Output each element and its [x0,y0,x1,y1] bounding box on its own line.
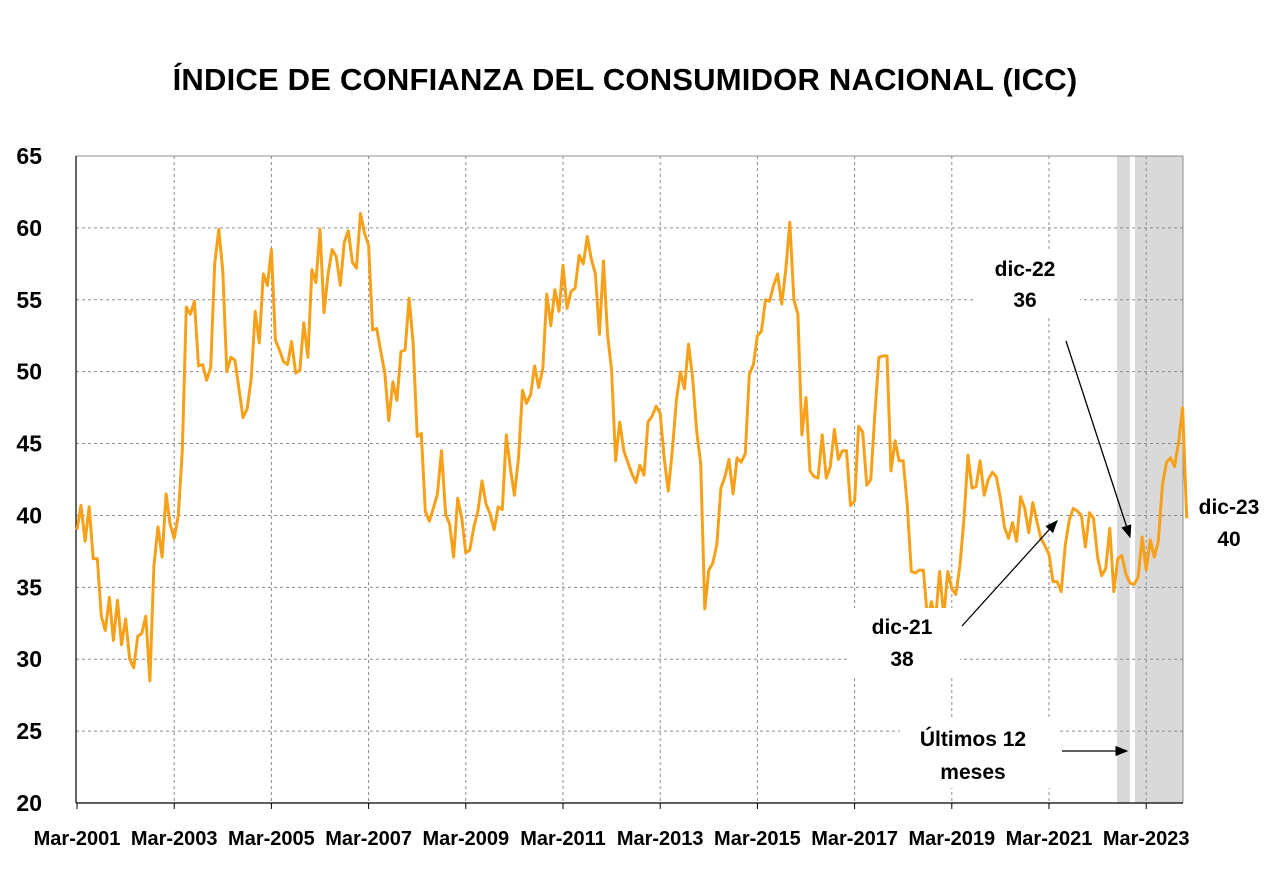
x-tick-label: Mar-2003 [131,828,218,850]
shaded-region-last-12-months [1135,156,1183,803]
x-tick-label: Mar-2017 [811,828,898,850]
annotation-dic-22-value: 36 [1013,289,1036,312]
x-tick-label: Mar-2015 [714,828,801,850]
icc-series-line [75,212,1189,683]
x-tick-label: Mar-2021 [1006,828,1093,850]
shaded-strip [1117,156,1130,803]
x-tick-label: Mar-2005 [228,828,315,850]
x-tick-label: Mar-2013 [617,828,704,850]
y-tick-label: 50 [16,359,42,385]
chart-title: ÍNDICE DE CONFIANZA DEL CONSUMIDOR NACIO… [172,62,1078,97]
annotation-last-12-label: Últimos 12 [920,727,1026,751]
x-tick-label: Mar-2009 [422,828,509,850]
y-tick-label: 45 [16,431,42,457]
x-tick-label: Mar-2023 [1103,828,1190,850]
annotation-dic-21-value: 38 [890,648,914,671]
annotation-last-12-value: meses [940,761,1005,784]
y-tick-label: 40 [16,502,42,528]
annotation-dic-22-label: dic-22 [995,258,1056,281]
x-tick-label: Mar-2007 [325,828,412,850]
annotation-dic-21-label: dic-21 [872,616,933,639]
annotation-dic-23-value: 40 [1217,528,1240,551]
y-tick-label: 25 [16,718,42,744]
y-tick-label: 65 [16,143,42,169]
annotation-last-12-box [900,720,1060,788]
annotation-dic-21-arrow [961,520,1058,627]
x-tick-label: Mar-2019 [908,828,995,850]
y-tick-label: 20 [16,790,42,816]
annotation-dic-22-box [975,250,1080,318]
annotation-dic-21-box [850,608,960,676]
annotation-dic-22-arrow [1065,340,1132,539]
x-tick-label: Mar-2001 [34,828,121,850]
y-tick-label: 35 [16,574,42,600]
annotation-dic-23-label: dic-23 [1199,496,1260,519]
x-tick-label: Mar-2011 [520,828,606,850]
y-tick-label: 30 [16,646,42,672]
y-tick-label: 55 [16,287,42,313]
y-tick-label: 60 [16,215,42,241]
